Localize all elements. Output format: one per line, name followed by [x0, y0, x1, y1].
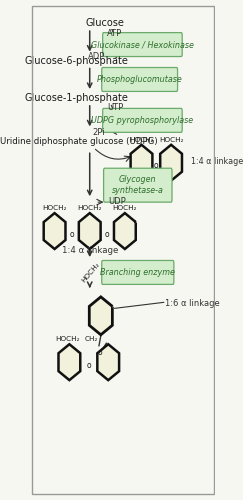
Text: o: o [70, 230, 74, 238]
Polygon shape [89, 297, 112, 335]
Text: Branching enzyme: Branching enzyme [100, 268, 175, 277]
Text: 2Pi: 2Pi [93, 128, 105, 138]
Text: UTP: UTP [107, 104, 123, 112]
Polygon shape [160, 145, 182, 180]
Text: o: o [98, 348, 102, 357]
Text: HOCH₂: HOCH₂ [55, 336, 80, 342]
FancyBboxPatch shape [102, 68, 178, 92]
FancyBboxPatch shape [103, 108, 182, 132]
Text: Uridine diphosphate glucose (UDPG): Uridine diphosphate glucose (UDPG) [0, 137, 157, 146]
FancyBboxPatch shape [102, 260, 174, 284]
FancyBboxPatch shape [104, 168, 172, 202]
Text: ADP: ADP [88, 52, 105, 60]
Text: o: o [105, 230, 110, 238]
Text: CH₂: CH₂ [85, 336, 98, 342]
Text: Glucose: Glucose [85, 18, 124, 28]
Polygon shape [44, 213, 65, 249]
Text: Glucokinase / Hexokinase: Glucokinase / Hexokinase [91, 40, 194, 49]
FancyBboxPatch shape [103, 32, 182, 56]
Text: HOCH₂: HOCH₂ [78, 205, 102, 211]
Polygon shape [97, 344, 119, 380]
Polygon shape [114, 213, 136, 249]
Polygon shape [131, 145, 152, 180]
Text: UDPG pyrophosphorylase: UDPG pyrophosphorylase [91, 116, 193, 125]
Text: HOCH₂: HOCH₂ [42, 205, 67, 211]
Text: HOCH₂: HOCH₂ [113, 205, 137, 211]
Text: HOCH₂: HOCH₂ [80, 261, 101, 283]
Polygon shape [59, 344, 80, 380]
Text: 1:6 α linkage: 1:6 α linkage [165, 300, 219, 308]
Text: Glycogen
synthetase-a: Glycogen synthetase-a [112, 176, 164, 195]
Text: o: o [87, 360, 91, 370]
Text: Phosphoglucomutase: Phosphoglucomutase [97, 75, 182, 84]
Text: HOCH₂: HOCH₂ [129, 137, 154, 143]
Text: ATP: ATP [107, 28, 122, 38]
Text: UDP: UDP [108, 196, 126, 205]
Text: o: o [154, 161, 159, 170]
Polygon shape [79, 213, 101, 249]
Text: 1:4 α linkage: 1:4 α linkage [191, 157, 243, 166]
Text: HOCH₂: HOCH₂ [159, 137, 183, 143]
Text: Glucose-6-phosphate: Glucose-6-phosphate [25, 56, 129, 66]
Text: 1:4 α linkage: 1:4 α linkage [61, 246, 118, 254]
Text: Glucose-1-phosphate: Glucose-1-phosphate [25, 93, 129, 103]
